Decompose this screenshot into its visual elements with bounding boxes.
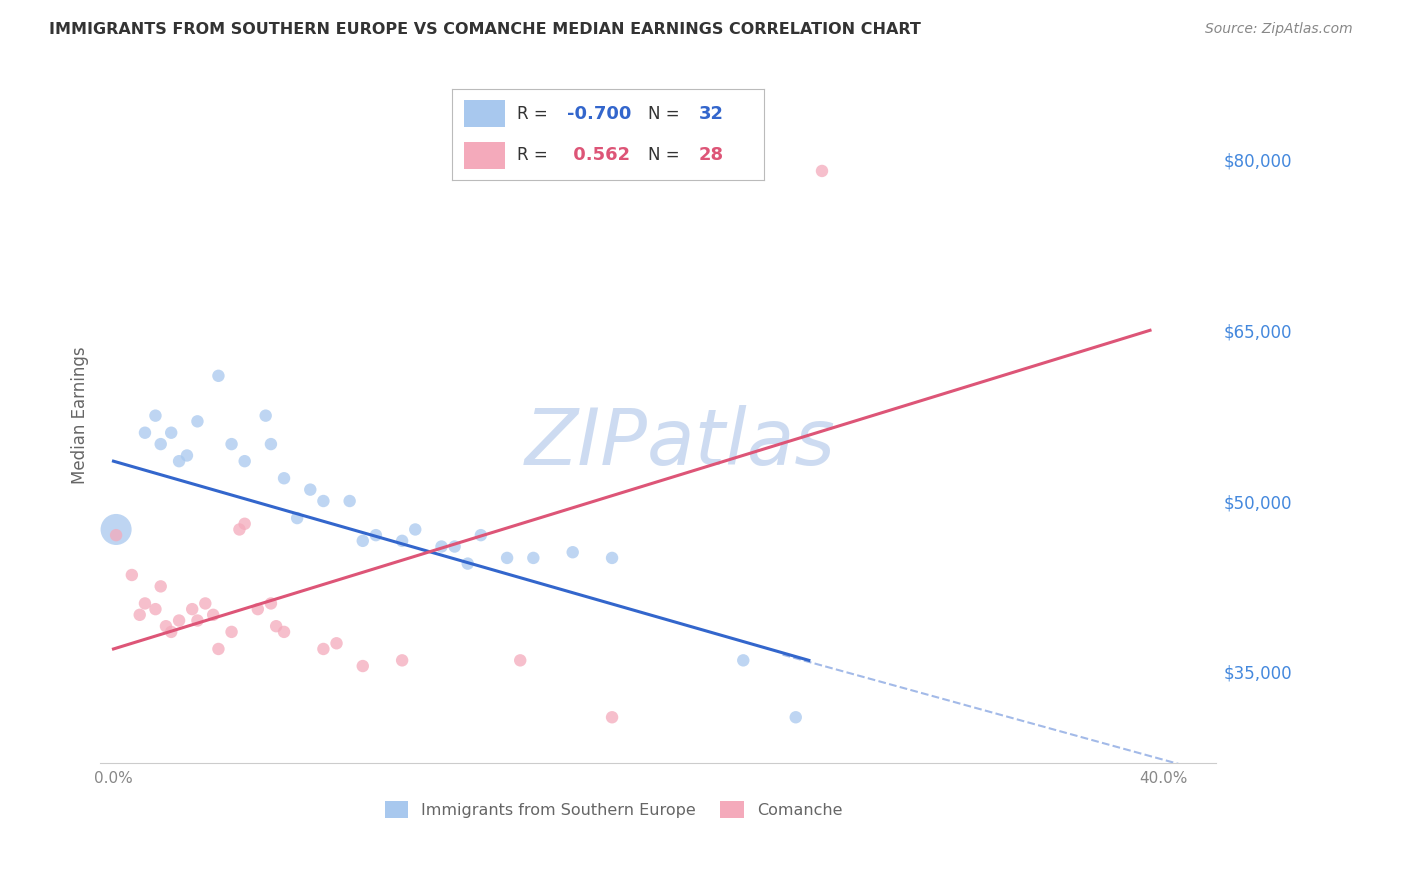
Point: [134, 597, 156, 611]
Point: [155, 619, 177, 633]
Point: [202, 607, 225, 622]
Y-axis label: Median Earnings: Median Earnings: [72, 347, 89, 484]
Point: [352, 659, 374, 673]
Point: [134, 425, 156, 440]
Point: [733, 653, 755, 667]
Point: [339, 494, 361, 508]
Point: [457, 557, 479, 571]
Point: [221, 624, 243, 639]
Point: [228, 523, 250, 537]
Text: ZIPatlas: ZIPatlas: [524, 406, 835, 482]
Point: [181, 602, 204, 616]
Point: [443, 540, 465, 554]
Point: [233, 516, 256, 531]
Point: [160, 624, 183, 639]
Point: [167, 614, 190, 628]
Text: Source: ZipAtlas.com: Source: ZipAtlas.com: [1205, 22, 1353, 37]
Point: [128, 607, 150, 622]
Point: [105, 523, 128, 537]
Point: [149, 579, 172, 593]
Point: [325, 636, 347, 650]
Point: [312, 642, 335, 657]
Point: [509, 653, 531, 667]
Point: [811, 164, 834, 178]
Point: [264, 619, 287, 633]
Point: [186, 414, 208, 428]
Point: [221, 437, 243, 451]
Point: [391, 533, 413, 548]
Point: [176, 449, 198, 463]
Point: [167, 454, 190, 468]
Point: [254, 409, 277, 423]
Point: [600, 550, 623, 565]
Point: [186, 614, 208, 628]
Point: [145, 409, 167, 423]
Point: [260, 437, 283, 451]
Point: [496, 550, 519, 565]
Point: [285, 511, 308, 525]
Point: [273, 624, 295, 639]
Text: IMMIGRANTS FROM SOUTHERN EUROPE VS COMANCHE MEDIAN EARNINGS CORRELATION CHART: IMMIGRANTS FROM SOUTHERN EUROPE VS COMAN…: [49, 22, 921, 37]
Point: [160, 425, 183, 440]
Point: [105, 528, 128, 542]
Point: [145, 602, 167, 616]
Point: [522, 550, 544, 565]
Point: [149, 437, 172, 451]
Point: [470, 528, 492, 542]
Point: [561, 545, 583, 559]
Point: [352, 533, 374, 548]
Point: [273, 471, 295, 485]
Point: [194, 597, 217, 611]
Point: [207, 642, 229, 657]
Point: [260, 597, 283, 611]
Point: [207, 368, 229, 383]
Point: [246, 602, 269, 616]
Point: [404, 523, 426, 537]
Point: [233, 454, 256, 468]
Point: [430, 540, 453, 554]
Point: [785, 710, 807, 724]
Legend: Immigrants from Southern Europe, Comanche: Immigrants from Southern Europe, Comanch…: [378, 795, 849, 824]
Point: [600, 710, 623, 724]
Point: [299, 483, 322, 497]
Point: [391, 653, 413, 667]
Point: [364, 528, 387, 542]
Point: [121, 568, 143, 582]
Point: [312, 494, 335, 508]
